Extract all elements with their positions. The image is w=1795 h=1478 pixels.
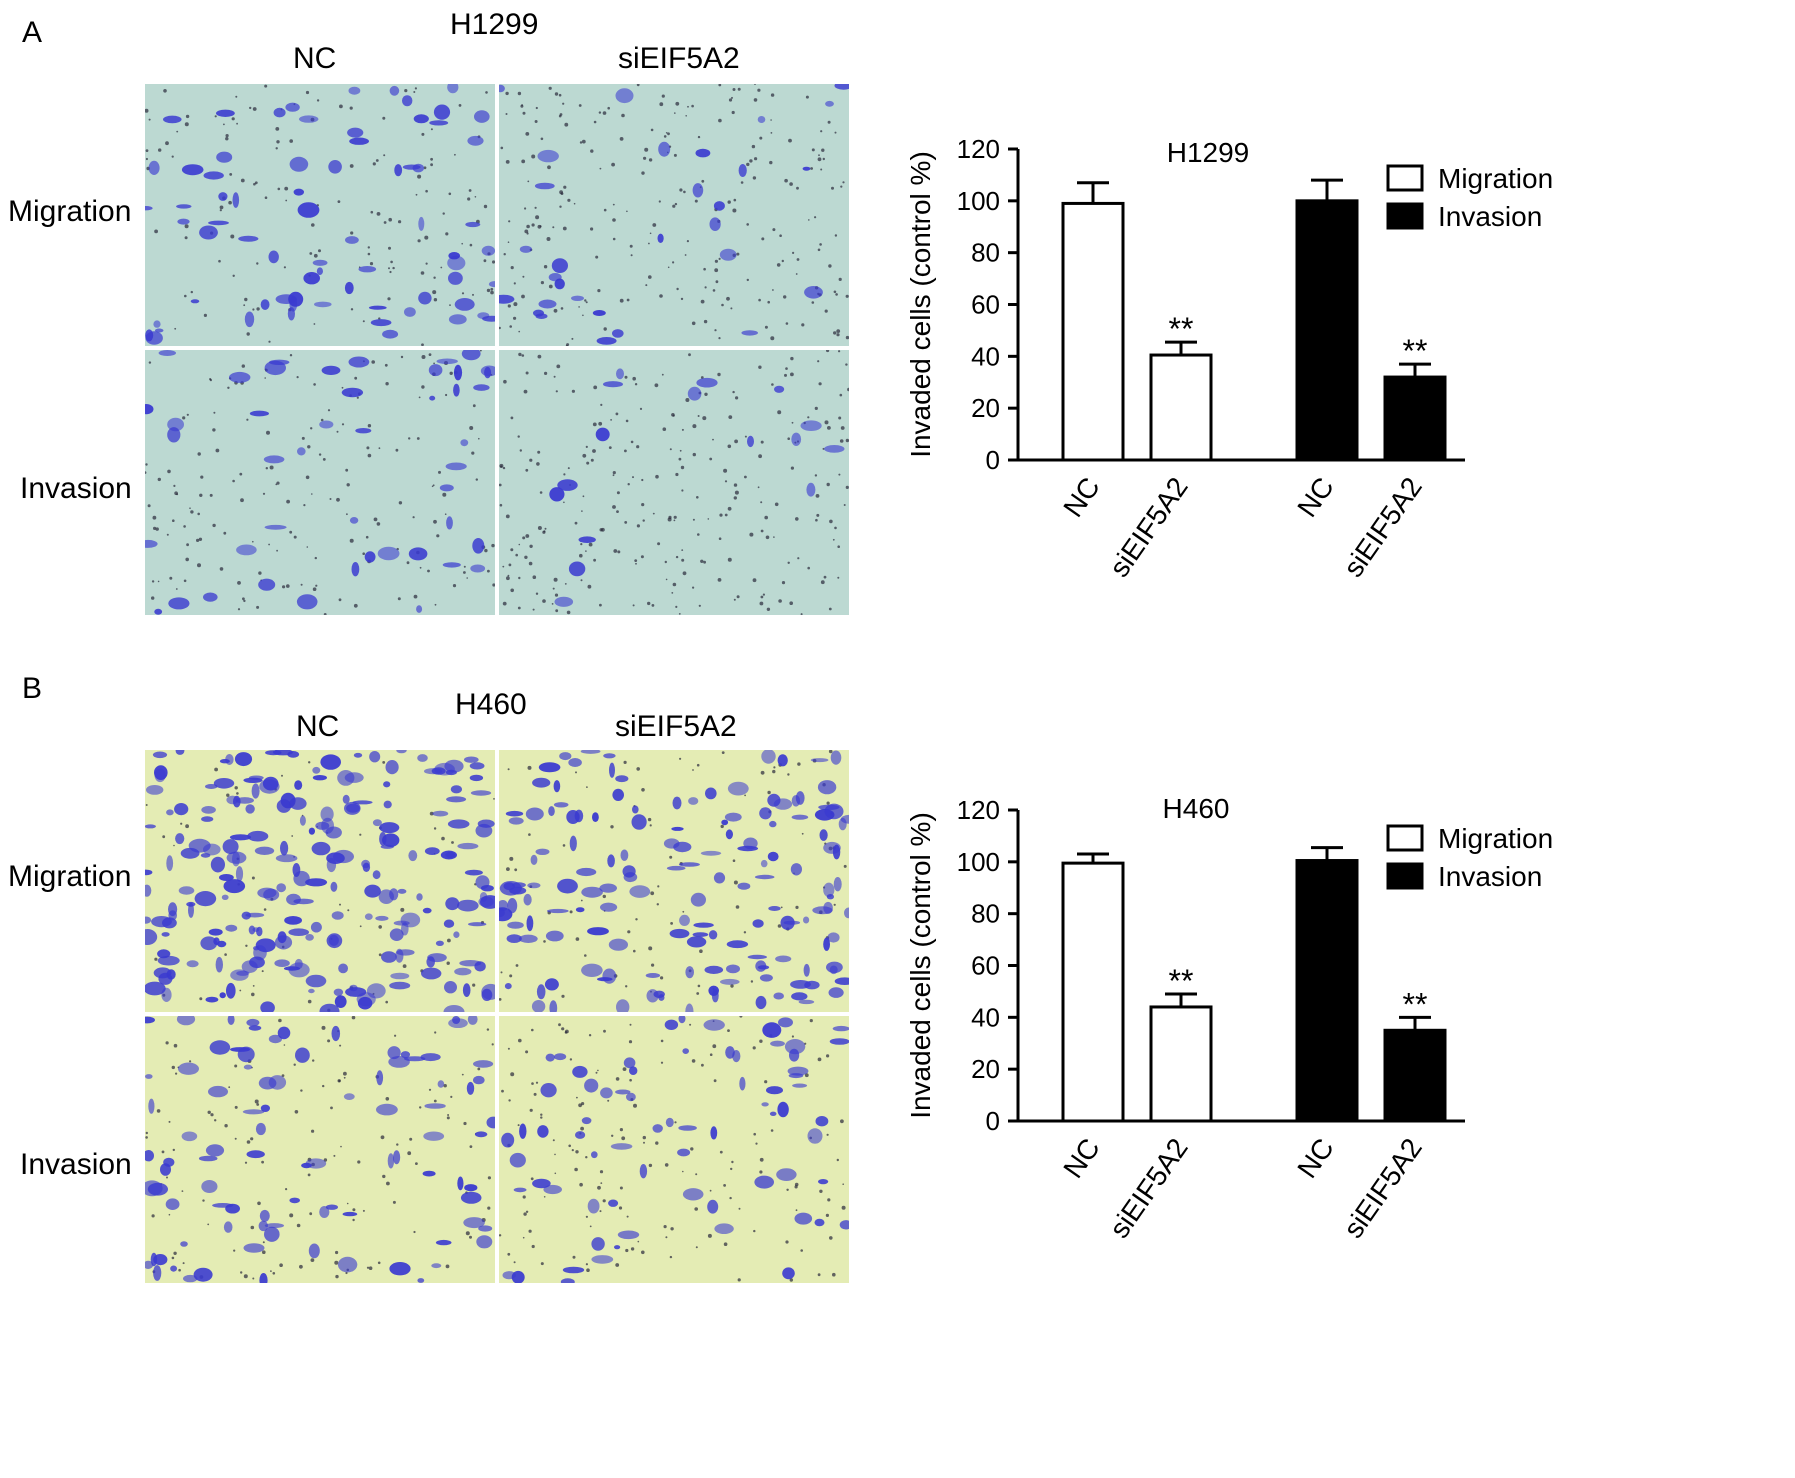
column-label-nc-a: NC bbox=[293, 42, 337, 75]
micrograph-b-nc-migration bbox=[145, 750, 495, 1012]
chart-1-x-tick-label: NC bbox=[1291, 472, 1340, 523]
micrograph-b-sieif5a2-migration bbox=[499, 750, 849, 1012]
chart-1-y-tick-label: 80 bbox=[971, 238, 1000, 268]
micrograph-texture bbox=[145, 84, 495, 346]
cell-line-title-a: H1299 bbox=[450, 8, 539, 41]
chart-1-y-axis-label: Invaded cells (control %) bbox=[905, 151, 936, 458]
micrograph-b-nc-invasion bbox=[145, 1016, 495, 1283]
chart-1-y-tick-label: 120 bbox=[957, 134, 1000, 164]
chart-1-title: H1299 bbox=[1167, 137, 1250, 168]
chart-2-legend-label-invasion: Invasion bbox=[1438, 861, 1542, 892]
chart-2-title: H460 bbox=[1163, 793, 1230, 824]
chart-2-y-tick-label: 0 bbox=[986, 1106, 1000, 1136]
chart-2-y-tick-label: 40 bbox=[971, 1002, 1000, 1032]
chart-2-significance-label: ** bbox=[1403, 986, 1428, 1022]
row-label-migration-b: Migration bbox=[8, 860, 132, 893]
micrograph-a-sieif5a2-migration bbox=[499, 84, 849, 346]
chart-2-bar-migration bbox=[1061, 861, 1125, 1123]
panel-letter-b: B bbox=[22, 672, 43, 705]
micrograph-texture bbox=[499, 750, 849, 1012]
chart-1-bar-migration bbox=[1061, 201, 1125, 462]
chart-1-y-tick-label: 20 bbox=[971, 393, 1000, 423]
chart-2-y-tick-label: 100 bbox=[957, 847, 1000, 877]
chart-2-x-tick-label: NC bbox=[1291, 1133, 1340, 1184]
chart-2-y-tick-label: 120 bbox=[957, 795, 1000, 825]
chart-2-bar-migration bbox=[1149, 1005, 1213, 1123]
column-label-sieif5a2-a: siEIF5A2 bbox=[618, 42, 740, 75]
chart-2-bar-invasion bbox=[1383, 1028, 1447, 1123]
micrograph-texture bbox=[145, 1016, 495, 1283]
chart-1-y-tick-label: 40 bbox=[971, 341, 1000, 371]
chart-1-legend-swatch-migration bbox=[1386, 164, 1424, 192]
chart-2-y-tick-label: 20 bbox=[971, 1054, 1000, 1084]
row-label-invasion-b: Invasion bbox=[20, 1148, 132, 1181]
chart-1-legend-swatch-invasion bbox=[1386, 202, 1424, 230]
chart-2-y-tick-label: 60 bbox=[971, 951, 1000, 981]
chart-2-x-tick-label: NC bbox=[1057, 1133, 1106, 1184]
row-label-migration-a: Migration bbox=[8, 195, 132, 228]
chart-2-y-tick-label: 80 bbox=[971, 899, 1000, 929]
chart-1-x-tick-label: NC bbox=[1057, 472, 1106, 523]
micrograph-texture bbox=[145, 750, 495, 1012]
micrograph-b-sieif5a2-invasion bbox=[499, 1016, 849, 1283]
chart-2-x-tick-label: siEIF5A2 bbox=[1337, 1133, 1428, 1244]
micrograph-a-sieif5a2-invasion bbox=[499, 350, 849, 615]
chart-1-legend-label-migration: Migration bbox=[1438, 163, 1553, 194]
chart-2-y-axis-label: Invaded cells (control %) bbox=[905, 812, 936, 1119]
chart-2-bar-invasion bbox=[1295, 859, 1359, 1123]
micrograph-texture bbox=[499, 350, 849, 615]
micrograph-texture bbox=[499, 84, 849, 346]
chart-2-x-tick-label: siEIF5A2 bbox=[1103, 1133, 1194, 1244]
chart-1-y-tick-label: 0 bbox=[986, 445, 1000, 475]
chart-1-significance-label: ** bbox=[1169, 311, 1194, 347]
chart-2-legend-swatch-migration bbox=[1386, 824, 1424, 852]
panel-letter-a: A bbox=[22, 16, 43, 49]
micrograph-texture bbox=[145, 350, 495, 615]
column-label-nc-b: NC bbox=[296, 710, 340, 743]
chart-1-significance-label: ** bbox=[1403, 333, 1428, 369]
chart-2-significance-label: ** bbox=[1169, 963, 1194, 999]
chart-1-bar-migration bbox=[1149, 353, 1213, 462]
chart-1-x-tick-label: siEIF5A2 bbox=[1103, 472, 1194, 583]
chart-2-legend-label-migration: Migration bbox=[1438, 823, 1553, 854]
micrograph-a-nc-migration bbox=[145, 84, 495, 346]
chart-1-x-tick-label: siEIF5A2 bbox=[1337, 472, 1428, 583]
chart-1-bar-invasion bbox=[1295, 199, 1359, 462]
chart-1-legend-label-invasion: Invasion bbox=[1438, 201, 1542, 232]
chart-1-bar-invasion bbox=[1383, 375, 1447, 462]
chart-1-y-tick-label: 60 bbox=[971, 290, 1000, 320]
micrograph-a-nc-invasion bbox=[145, 350, 495, 615]
cell-line-title-b: H460 bbox=[455, 688, 527, 721]
row-label-invasion-a: Invasion bbox=[20, 472, 132, 505]
chart-2-legend-swatch-invasion bbox=[1386, 862, 1424, 890]
micrograph-texture bbox=[499, 1016, 849, 1283]
chart-1-y-tick-label: 100 bbox=[957, 186, 1000, 216]
column-label-sieif5a2-b: siEIF5A2 bbox=[615, 710, 737, 743]
